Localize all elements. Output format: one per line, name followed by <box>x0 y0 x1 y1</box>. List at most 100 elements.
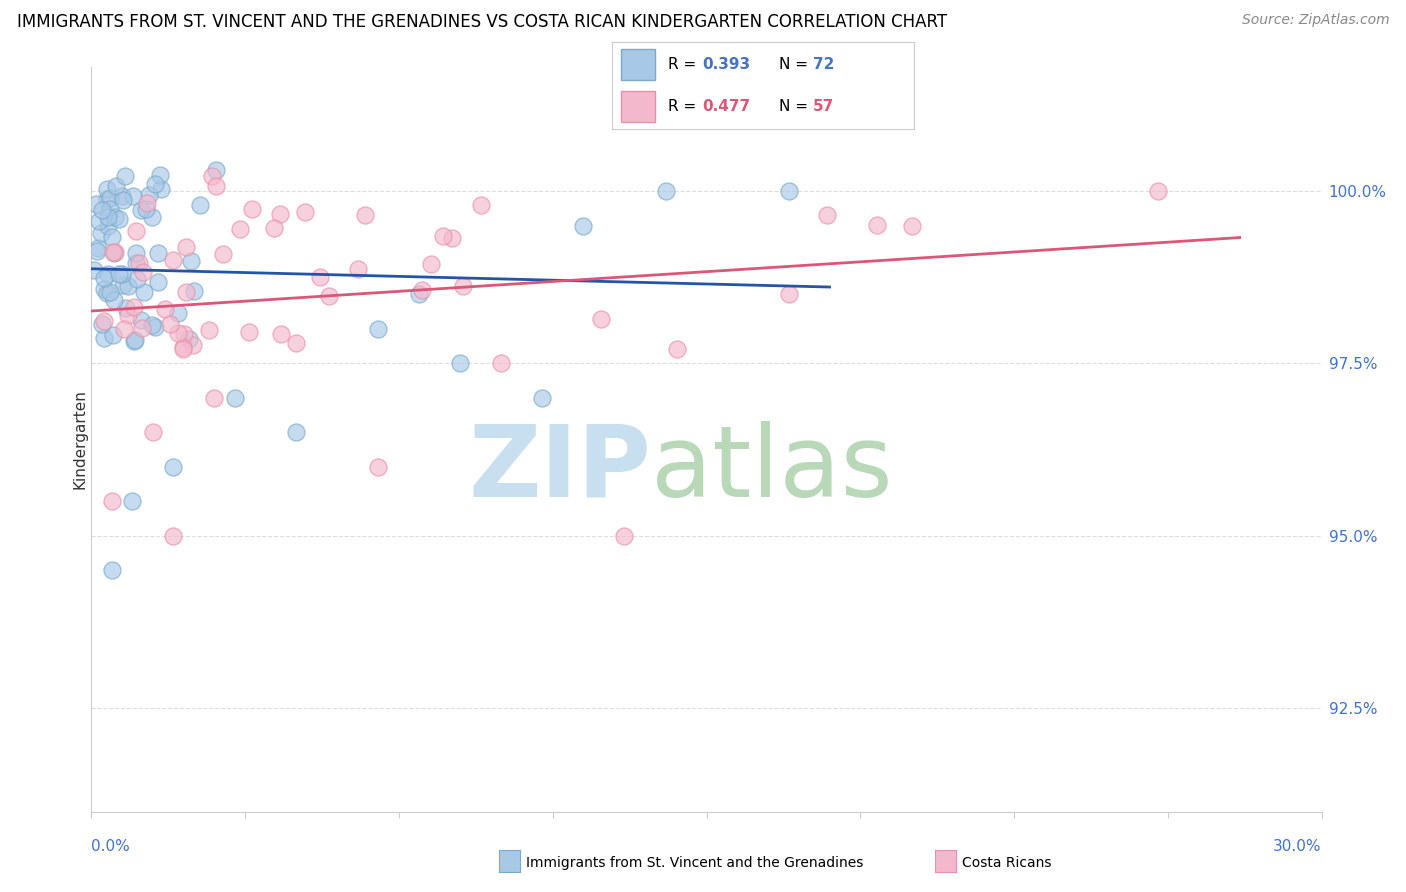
Point <box>174 240 197 254</box>
Point <box>180 254 202 268</box>
Text: IMMIGRANTS FROM ST. VINCENT AND THE GRENADINES VS COSTA RICAN KINDERGARTEN CORRE: IMMIGRANTS FROM ST. VINCENT AND THE GREN… <box>17 13 948 31</box>
Point <box>1146 184 1168 198</box>
Point <box>162 253 184 268</box>
Text: 30.0%: 30.0% <box>1274 839 1322 855</box>
FancyBboxPatch shape <box>620 91 655 122</box>
Point <box>900 219 922 233</box>
Point <box>125 246 148 260</box>
Point <box>122 300 145 314</box>
Point <box>613 529 636 543</box>
Point <box>122 334 145 349</box>
Point <box>138 188 160 202</box>
Text: ZIP: ZIP <box>468 421 651 517</box>
Point <box>153 302 176 317</box>
Text: Immigrants from St. Vincent and the Grenadines: Immigrants from St. Vincent and the Gren… <box>526 855 863 870</box>
Point <box>125 255 148 269</box>
Point <box>117 308 139 322</box>
Point <box>491 356 513 370</box>
Point <box>111 189 134 203</box>
Point <box>159 317 181 331</box>
Point <box>111 193 134 207</box>
Point <box>419 257 441 271</box>
Point <box>129 313 152 327</box>
Point <box>150 182 173 196</box>
Point <box>176 285 198 299</box>
Point <box>143 177 166 191</box>
Point <box>778 287 800 301</box>
Point <box>470 197 492 211</box>
Point <box>125 272 148 286</box>
Point <box>229 222 252 236</box>
Text: 0.0%: 0.0% <box>91 839 131 855</box>
Point <box>177 332 200 346</box>
Point <box>87 242 110 256</box>
Point <box>143 319 166 334</box>
Point <box>183 284 205 298</box>
Point <box>141 211 163 225</box>
Point <box>128 256 150 270</box>
Point <box>96 192 118 206</box>
Point <box>665 343 688 357</box>
Point <box>101 245 124 260</box>
Point <box>93 282 115 296</box>
Text: Costa Ricans: Costa Ricans <box>962 855 1052 870</box>
Point <box>347 262 370 277</box>
Point <box>103 245 125 260</box>
Point <box>166 326 188 340</box>
Point <box>115 301 138 315</box>
Point <box>441 231 464 245</box>
Point <box>146 246 169 260</box>
Point <box>449 356 471 370</box>
Point <box>98 191 121 205</box>
Point <box>367 459 389 474</box>
Point <box>205 179 228 194</box>
Point <box>188 197 211 211</box>
Point <box>122 188 145 202</box>
Point <box>86 244 108 258</box>
Point <box>97 267 120 281</box>
Point <box>107 267 129 281</box>
Point <box>146 275 169 289</box>
Point <box>103 293 125 308</box>
Text: R =: R = <box>668 57 700 72</box>
Point <box>411 283 433 297</box>
Point <box>162 529 184 543</box>
Point <box>129 202 152 217</box>
Point <box>408 287 430 301</box>
Point <box>101 230 124 244</box>
Point <box>104 211 127 225</box>
Point <box>134 285 156 299</box>
Point <box>172 343 194 357</box>
Point <box>204 163 226 178</box>
Text: R =: R = <box>668 99 700 114</box>
Point <box>101 328 124 343</box>
Point <box>100 285 122 299</box>
Point <box>240 202 263 216</box>
Point <box>96 182 118 196</box>
Point <box>354 208 377 222</box>
Text: N =: N = <box>779 57 813 72</box>
Text: 0.393: 0.393 <box>703 57 751 72</box>
Point <box>97 211 120 225</box>
Point <box>263 220 285 235</box>
Point <box>98 202 121 216</box>
Point <box>84 196 107 211</box>
Point <box>104 244 127 259</box>
Point <box>238 325 260 339</box>
Text: N =: N = <box>779 99 813 114</box>
Y-axis label: Kindergarten: Kindergarten <box>72 390 87 489</box>
Point <box>117 279 139 293</box>
Point <box>654 184 676 198</box>
Point <box>93 271 115 285</box>
Point <box>135 202 157 217</box>
FancyBboxPatch shape <box>620 49 655 80</box>
Point <box>432 229 454 244</box>
Point <box>136 195 159 210</box>
Point <box>866 218 889 232</box>
Point <box>197 323 219 337</box>
Point <box>308 270 330 285</box>
Point <box>101 494 124 508</box>
Point <box>149 168 172 182</box>
Point <box>294 205 316 219</box>
Point <box>91 318 114 332</box>
